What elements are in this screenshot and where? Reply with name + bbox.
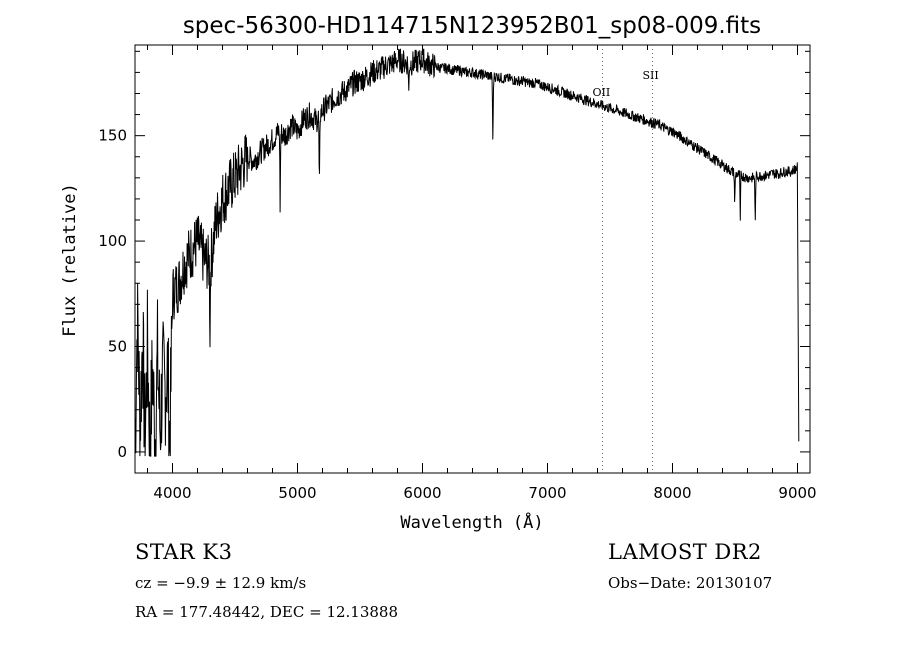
star-type-label: STAR K3 <box>135 540 233 564</box>
spectrum-line <box>134 48 800 457</box>
annotation-oii: OII <box>593 86 611 99</box>
x-tick-label: 7000 <box>528 484 566 502</box>
x-tick-label: 4000 <box>153 484 191 502</box>
plot-frame <box>134 44 811 474</box>
line-markers <box>602 45 653 473</box>
y-axis-label: Flux (relative) <box>60 183 80 337</box>
y-tick-label: 50 <box>108 337 127 355</box>
y-tick-label: 100 <box>98 232 127 250</box>
survey-label: LAMOST DR2 <box>608 540 762 564</box>
coordinates-label: RA = 177.48442, DEC = 12.13888 <box>135 603 399 621</box>
x-tick-label: 8000 <box>653 484 691 502</box>
redshift-label: cz = −9.9 ± 12.9 km/s <box>135 574 307 592</box>
x-axis-label: Wavelength (Å) <box>400 511 543 533</box>
tick-labels: 4000 5000 6000 7000 8000 9000 0 50 100 150 <box>98 127 816 502</box>
x-tick-label: 5000 <box>278 484 316 502</box>
obs-date-label: Obs−Date: 20130107 <box>608 574 773 592</box>
annotation-sii: SII <box>643 69 659 82</box>
y-tick-label: 150 <box>98 127 127 145</box>
x-tick-label: 6000 <box>403 484 441 502</box>
axis-ticks <box>135 45 810 474</box>
x-tick-label: 9000 <box>778 484 816 502</box>
y-tick-label: 0 <box>117 443 127 461</box>
chart-title: spec-56300-HD114715N123952B01_sp08-009.f… <box>183 13 761 39</box>
